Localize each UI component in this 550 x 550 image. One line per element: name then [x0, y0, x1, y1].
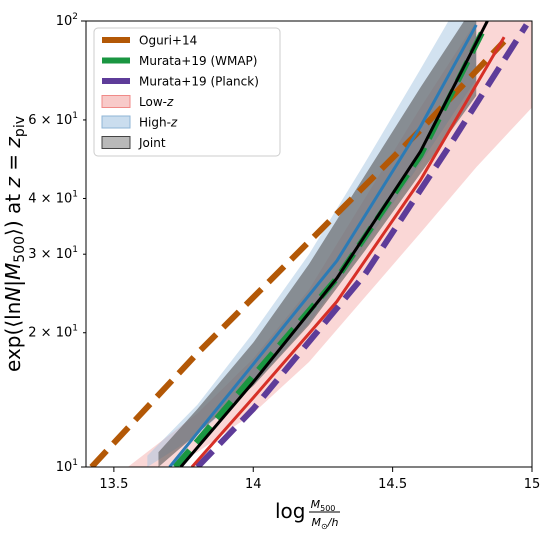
legend-label: High-z — [139, 116, 178, 130]
legend: Oguri+14 Murata+19 (WMAP) Murata+19 (Planc… — [93, 27, 281, 157]
series-line-model-3 — [190, 36, 506, 467]
legend-label: Low-z — [139, 95, 174, 109]
y-axis-title: exp(⟨lnN|M500⟩) at z = zpiv — [1, 116, 28, 372]
y-tick-label: 6 × 101 — [28, 111, 78, 128]
legend-label: Oguri+14 — [139, 34, 197, 48]
legend-item: Low-z — [101, 95, 174, 109]
legend-swatch-patch — [101, 95, 131, 108]
x-tick-label: 13.5 — [99, 477, 128, 492]
legend-swatch-patch — [101, 115, 131, 129]
y-tick-label: 3 × 101 — [28, 245, 78, 262]
series-line-murata-19-planck- — [195, 23, 529, 467]
legend-item: Oguri+14 — [102, 34, 197, 48]
x-tick-label: 14 — [245, 477, 262, 492]
series-line-model-4 — [168, 24, 478, 467]
series-layer — [89, 21, 529, 467]
y-axis: 101 2 × 101 3 × 101 4 × 101 6 × 101 102 — [28, 12, 86, 475]
y-tick-label: 102 — [56, 12, 78, 29]
legend-item: Murata+19 (Planck) — [102, 75, 259, 89]
legend-item: High-z — [101, 115, 178, 130]
series-line-oguri-14 — [89, 39, 507, 467]
y-axis-title-text: exp(⟨lnN|M500⟩) at z = zpiv — [1, 116, 28, 372]
legend-label: Joint — [138, 136, 166, 150]
y-tick-label: 2 × 101 — [28, 324, 78, 341]
x-tick-label: 15 — [524, 477, 541, 492]
y-tick-label: 4 × 101 — [28, 189, 78, 206]
series-line-model-5 — [179, 21, 489, 467]
x-axis-title-numerator: M500 — [311, 498, 336, 513]
legend-box — [93, 27, 281, 157]
x-axis-title-log: log — [275, 499, 306, 523]
legend-swatch-patch — [101, 136, 131, 149]
y-tick-label: 101 — [56, 458, 78, 475]
plot-frame — [85, 20, 533, 468]
legend-label: Murata+19 (Planck) — [139, 75, 259, 89]
legend-item: Murata+19 (WMAP) — [102, 54, 257, 68]
x-tick-label: 14.5 — [378, 477, 407, 492]
legend-label: Murata+19 (WMAP) — [139, 54, 257, 68]
series-line-murata-19-wmap- — [172, 31, 485, 467]
legend-item: Joint — [101, 136, 166, 150]
x-axis-title-denominator: M⊙/h — [312, 516, 339, 531]
x-axis: 13.5 14 14.5 15 — [99, 467, 540, 492]
band-joint — [158, 21, 477, 467]
x-axis-title: log M500 M⊙/h — [275, 498, 340, 531]
